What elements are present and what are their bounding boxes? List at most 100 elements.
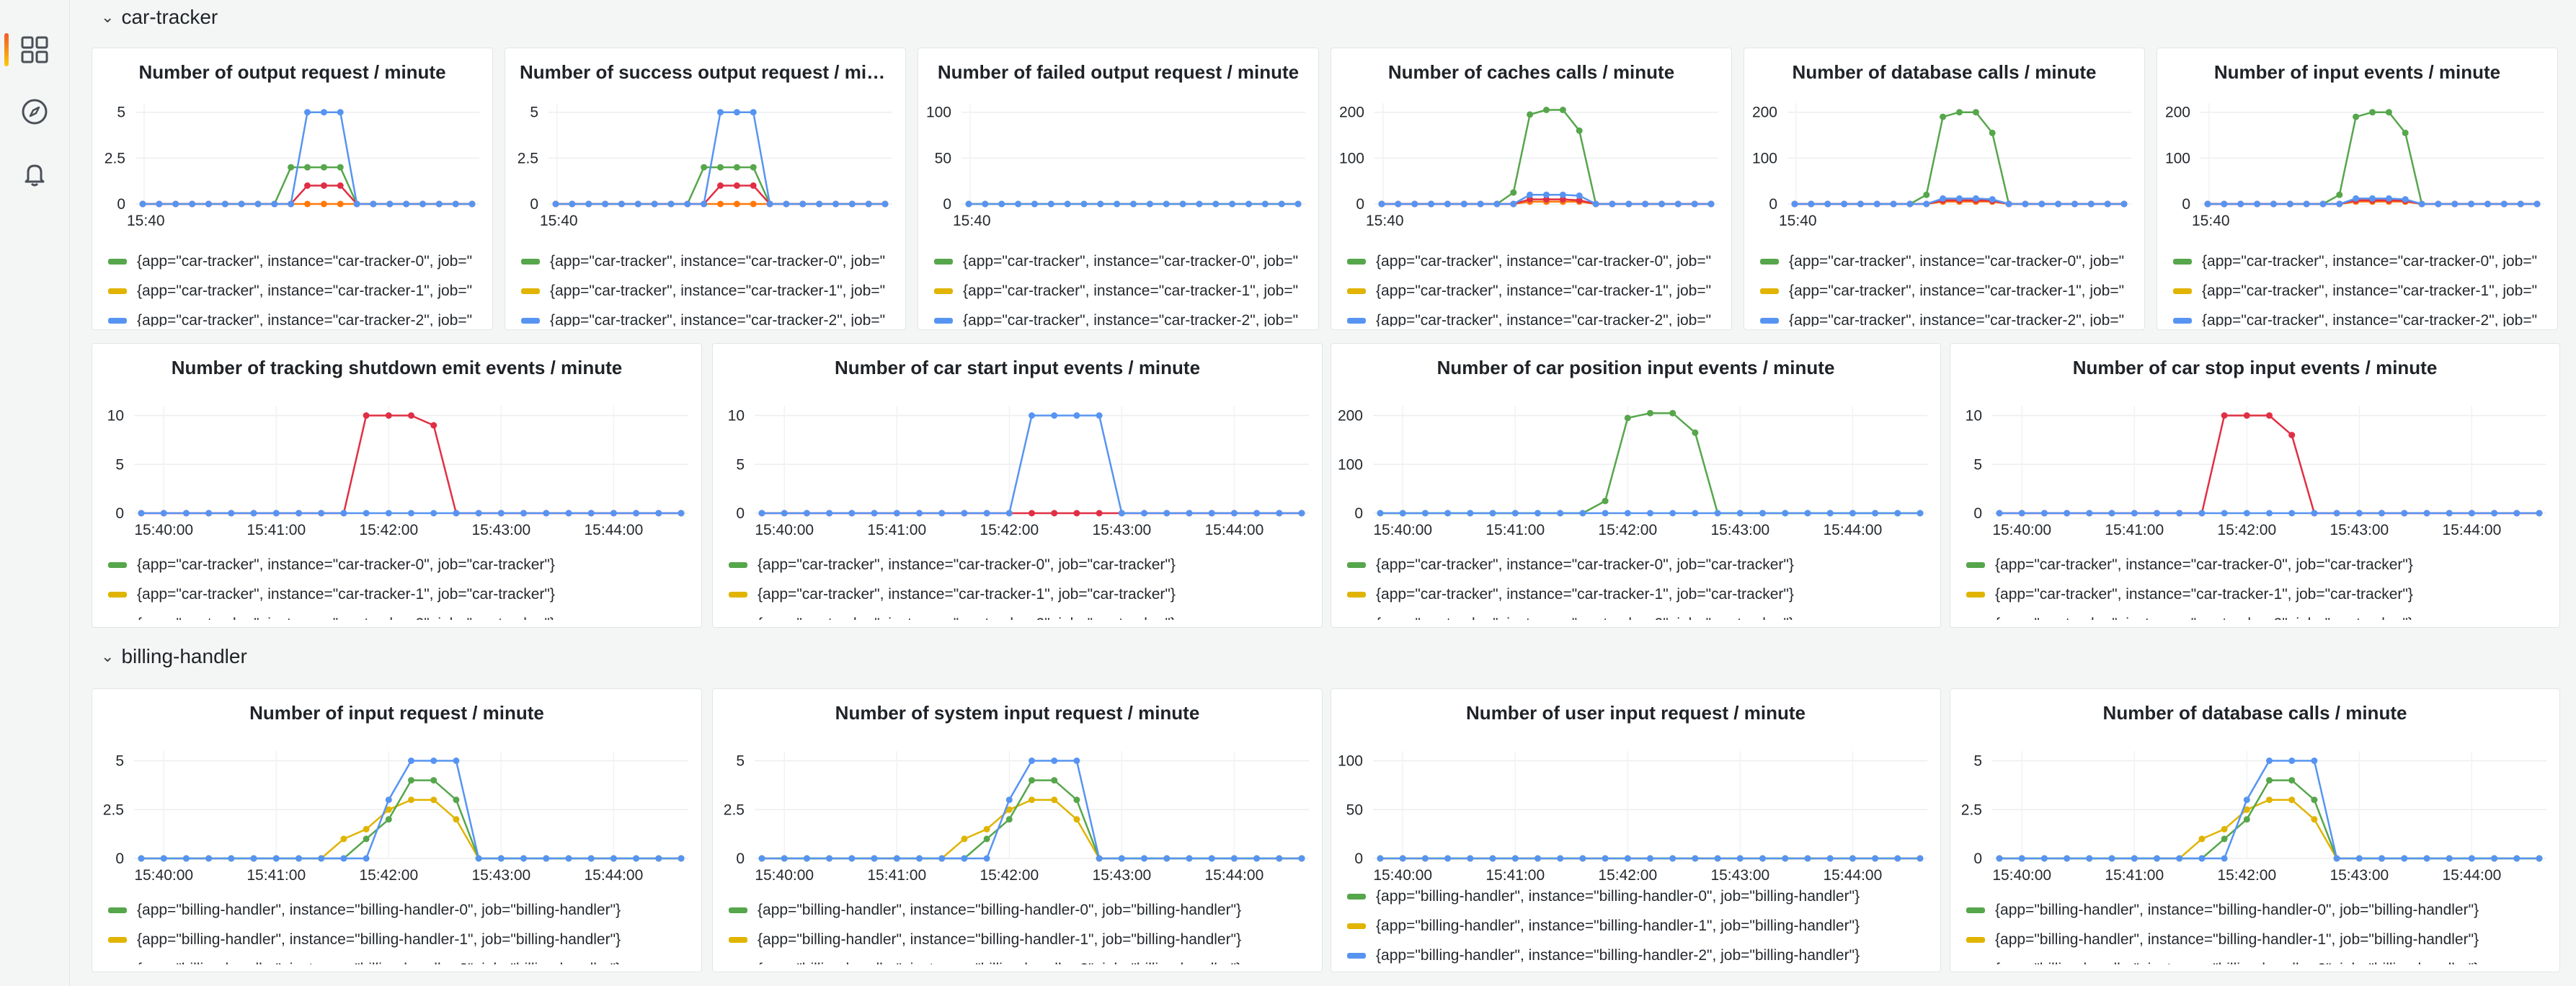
chart[interactable]: 0 50 100 15:40	[918, 99, 1318, 237]
legend-item[interactable]: {app="car-tracker", instance="car-tracke…	[934, 276, 1311, 306]
chart[interactable]: 0 2.5 5 15:40:00 15:41:00 15:42:00 15:43:00 15:…	[1950, 747, 2559, 891]
legend-swatch	[1347, 317, 1366, 324]
legend-item[interactable]: {app="car-tracker", instance="car-tracke…	[1760, 276, 2137, 306]
panel-title[interactable]: Number of car position input events / mi…	[1436, 357, 1835, 378]
chart[interactable]: 0 50 100 15:40:00 15:41:00 15:42:00 15:43:00 15…	[1331, 747, 1940, 891]
legend-item[interactable]: {app="car-tracker", instance="car-tracke…	[1347, 306, 1724, 327]
legend-item[interactable]: {app="billing-handler", instance="billin…	[729, 925, 1315, 954]
legend-item[interactable]: {app="billing-handler", instance="billin…	[1347, 941, 1933, 970]
panel-title[interactable]: Number of input events / minute	[2213, 61, 2501, 83]
panel[interactable]: Number of tracking shutdown emit events …	[92, 343, 702, 628]
sidebar-item-dashboards[interactable]	[0, 25, 69, 75]
legend-item[interactable]: {app="car-tracker", instance="car-tracke…	[2173, 246, 2550, 276]
legend-item[interactable]: {app="car-tracker", instance="car-tracke…	[1966, 579, 2552, 609]
data-point	[543, 510, 550, 517]
chart[interactable]: 0 2.5 5 15:40	[505, 99, 905, 237]
chart[interactable]: 0 100 200 15:40	[2157, 99, 2557, 237]
legend-item[interactable]: {app="billing-handler", instance="billin…	[1966, 925, 2552, 954]
panel[interactable]: Number of input events / minute 0 100 200 15…	[2157, 48, 2558, 330]
legend-item[interactable]: {app="car-tracker", instance="car-tracke…	[521, 276, 898, 306]
legend-item[interactable]: {app="billing-handler", instance="billin…	[108, 925, 694, 954]
legend: {app="car-tracker", instance="car-tracke…	[1347, 550, 1933, 620]
legend-item[interactable]: {app="car-tracker", instance="car-tracke…	[729, 609, 1315, 621]
chart[interactable]: 0 5 10 15:40:00 15:41:00 15:42:00 15:43:00 15:4…	[713, 401, 1322, 546]
chart[interactable]: 0 100 200 15:40	[1744, 99, 2144, 237]
panel[interactable]: Number of car stop input events / minute…	[1950, 343, 2560, 628]
legend-item[interactable]: {app="billing-handler", instance="billin…	[108, 895, 694, 925]
panel-title[interactable]: Number of success output request / minu.…	[520, 61, 905, 83]
legend-item[interactable]: {app="car-tracker", instance="car-tracke…	[2173, 276, 2550, 306]
panel[interactable]: Number of database calls / minute 0 100 200…	[1744, 48, 2145, 330]
sidebar-item-explore[interactable]	[0, 86, 69, 137]
legend-item[interactable]: {app="car-tracker", instance="car-tracke…	[1966, 609, 2552, 621]
chart[interactable]: 0 100 200 15:40:00 15:41:00 15:42:00 15:43:00 1…	[1331, 401, 1940, 546]
data-point	[1917, 510, 1924, 517]
panel[interactable]: Number of car position input events / mi…	[1331, 343, 1941, 628]
panel-title[interactable]: Number of car stop input events / minute	[2072, 357, 2438, 378]
chart[interactable]: 0 5 10 15:40:00 15:41:00 15:42:00 15:43:00 15:4…	[1950, 401, 2559, 546]
data-point	[2333, 510, 2340, 517]
panel-title[interactable]: Number of car start input events / minut…	[834, 357, 1201, 378]
legend-item[interactable]: {app="car-tracker", instance="car-tracke…	[1347, 276, 1724, 306]
legend-item[interactable]: {app="car-tracker", instance="car-tracke…	[521, 306, 898, 327]
legend-item[interactable]: {app="car-tracker", instance="car-tracke…	[1760, 306, 2137, 327]
panel[interactable]: Number of output request / minute 0 2.5 5 15…	[92, 48, 493, 330]
panel-title[interactable]: Number of tracking shutdown emit events …	[171, 357, 623, 378]
chart[interactable]: 0 2.5 5 15:40	[92, 99, 492, 237]
legend-item[interactable]: {app="car-tracker", instance="car-tracke…	[108, 609, 694, 621]
legend-item[interactable]: {app="car-tracker", instance="car-tracke…	[108, 276, 485, 306]
panel-title[interactable]: Number of system input request / minute	[835, 702, 1200, 724]
row-header-car-tracker[interactable]: ⌄ car-tracker	[101, 3, 218, 32]
panel[interactable]: Number of success output request / minu.…	[505, 48, 906, 330]
legend-label: {app="car-tracker", instance="car-tracke…	[1376, 585, 1794, 603]
panel-title[interactable]: Number of failed output request / minute	[937, 61, 1300, 83]
legend-item[interactable]: {app="car-tracker", instance="car-tracke…	[108, 579, 694, 609]
data-point	[337, 182, 344, 189]
legend-item[interactable]: {app="car-tracker", instance="car-tracke…	[729, 579, 1315, 609]
panel[interactable]: Number of user input request / minute 0 50…	[1331, 688, 1941, 972]
panel[interactable]: Number of input request / minute 0 2.5 5 15:…	[92, 688, 702, 972]
panel-title[interactable]: Number of output request / minute	[138, 61, 446, 83]
panel[interactable]: Number of system input request / minute 0…	[712, 688, 1323, 972]
panel-title[interactable]: Number of user input request / minute	[1466, 702, 1806, 724]
panel-title[interactable]: Number of database calls / minute	[1792, 61, 2097, 83]
legend-item[interactable]: {app="car-tracker", instance="car-tracke…	[1347, 550, 1933, 579]
panel[interactable]: Number of failed output request / minute…	[918, 48, 1319, 330]
legend-item[interactable]: {app="billing-handler", instance="billin…	[1347, 911, 1933, 941]
legend-item[interactable]: {app="car-tracker", instance="car-tracke…	[934, 306, 1311, 327]
legend-item[interactable]: {app="billing-handler", instance="billin…	[1347, 881, 1933, 911]
legend-item[interactable]: {app="car-tracker", instance="car-tracke…	[729, 550, 1315, 579]
legend-item[interactable]: {app="car-tracker", instance="car-tracke…	[1347, 609, 1933, 621]
legend-item[interactable]: {app="car-tracker", instance="car-tracke…	[108, 306, 485, 327]
legend-item[interactable]: {app="car-tracker", instance="car-tracke…	[521, 246, 898, 276]
legend-item[interactable]: {app="car-tracker", instance="car-tracke…	[108, 246, 485, 276]
panel-title[interactable]: Number of database calls / minute	[2102, 702, 2407, 724]
sidebar-item-alerting[interactable]	[0, 148, 69, 199]
data-point	[2333, 855, 2340, 862]
panel[interactable]: Number of database calls / minute 0 2.5 5 15…	[1950, 688, 2560, 972]
legend-item[interactable]: {app="car-tracker", instance="car-tracke…	[108, 550, 694, 579]
chart[interactable]: 0 2.5 5 15:40:00 15:41:00 15:42:00 15:43:00 15:…	[713, 747, 1322, 891]
legend-item[interactable]: {app="billing-handler", instance="billin…	[108, 954, 694, 965]
row-header-billing-handler[interactable]: ⌄ billing-handler	[101, 642, 247, 671]
panel[interactable]: Number of car start input events / minut…	[712, 343, 1323, 628]
legend-item[interactable]: {app="billing-handler", instance="billin…	[729, 954, 1315, 965]
panel[interactable]: Number of caches calls / minute 0 100 200 15…	[1331, 48, 1732, 330]
legend-item[interactable]: {app="car-tracker", instance="car-tracke…	[1966, 550, 2552, 579]
panel-title[interactable]: Number of caches calls / minute	[1387, 61, 1675, 83]
legend-item[interactable]: {app="car-tracker", instance="car-tracke…	[2173, 306, 2550, 327]
data-point	[1253, 510, 1261, 517]
legend-item[interactable]: {app="car-tracker", instance="car-tracke…	[1760, 246, 2137, 276]
dashboards-grid-icon	[21, 36, 48, 63]
chart[interactable]: 0 100 200 15:40	[1331, 99, 1731, 237]
legend-item[interactable]: {app="car-tracker", instance="car-tracke…	[1347, 246, 1724, 276]
legend-item[interactable]: {app="car-tracker", instance="car-tracke…	[934, 246, 1311, 276]
chart[interactable]: 0 5 10 15:40:00 15:41:00 15:42:00 15:43:00 15:4…	[92, 401, 701, 546]
legend-item[interactable]: {app="billing-handler", instance="billin…	[1966, 954, 2552, 965]
legend-item[interactable]: {app="car-tracker", instance="car-tracke…	[1347, 579, 1933, 609]
legend-item[interactable]: {app="billing-handler", instance="billin…	[729, 895, 1315, 925]
data-point	[1047, 200, 1054, 208]
legend-item[interactable]: {app="billing-handler", instance="billin…	[1966, 895, 2552, 925]
chart[interactable]: 0 2.5 5 15:40:00 15:41:00 15:42:00 15:43:00 15:…	[92, 747, 701, 891]
panel-title[interactable]: Number of input request / minute	[249, 702, 544, 724]
